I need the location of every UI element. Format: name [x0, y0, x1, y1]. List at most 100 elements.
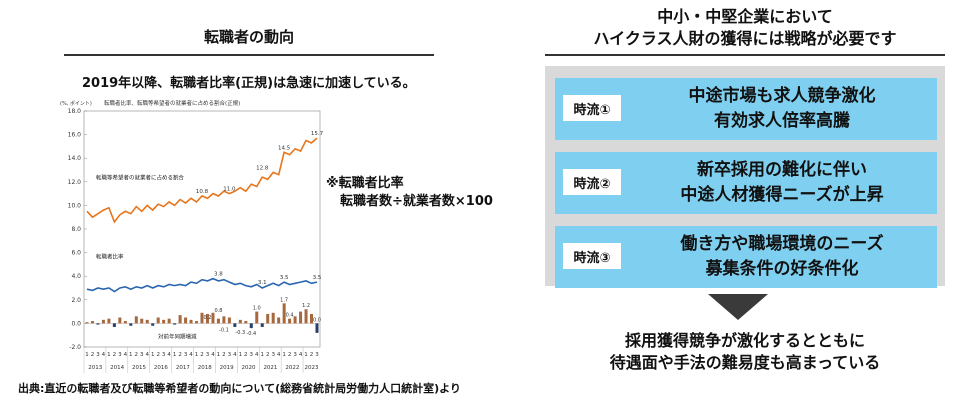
- year-label: 2020: [242, 365, 256, 371]
- change-bar: [173, 323, 177, 325]
- quarter-label: 2: [113, 352, 117, 358]
- change-bar: [244, 321, 248, 324]
- change-bar: [184, 317, 188, 324]
- quarter-label: 3: [162, 352, 166, 358]
- data-label: 15.7: [311, 131, 324, 137]
- quarter-label: 2: [288, 352, 292, 358]
- y-tick-label: 8.0: [71, 226, 81, 233]
- y-tick-label: -2.0: [69, 344, 81, 351]
- change-bar: [277, 317, 281, 324]
- data-label: 3.1: [258, 280, 267, 286]
- job-seeker-ratio-line: [86, 137, 318, 224]
- trend-1-line2: 有効求人倍率高騰: [714, 111, 850, 131]
- year-label: 2021: [263, 365, 277, 371]
- quarter-label: 4: [145, 352, 149, 358]
- change-bar: [255, 311, 259, 324]
- data-label: 11.0: [223, 187, 236, 193]
- year-label: 2018: [198, 365, 212, 371]
- change-bar: [266, 313, 270, 324]
- change-bar: [151, 323, 155, 326]
- turnover-chart: (%, ポイント) 転職者比率、転職等希望者の就業者に占める割合(正規)18.01…: [60, 99, 324, 373]
- ratio-note-title: ※転職者比率: [326, 176, 404, 191]
- change-bar: [107, 318, 111, 324]
- bar-data-label: -0.4: [246, 331, 256, 337]
- bar-data-label: 1.2: [302, 303, 310, 309]
- data-label: 10.8: [196, 189, 209, 195]
- trend-tag-1: 時流①: [563, 95, 621, 121]
- conclusion-text: 採用獲得競争が激化するとともに 待遇面や手法の難易度も高まっている: [545, 330, 945, 374]
- change-bar: [90, 321, 94, 324]
- change-bar: [200, 312, 204, 324]
- change-bar: [238, 319, 242, 324]
- chart-ylabel: (%, ポイント): [60, 100, 92, 107]
- year-label: 2023: [305, 365, 319, 371]
- quarter-label: 4: [277, 352, 281, 358]
- change-bar: [282, 303, 286, 324]
- quarter-label: 3: [315, 352, 319, 358]
- change-bar: [145, 319, 149, 324]
- change-bar: [189, 319, 193, 324]
- change-bar: [304, 309, 308, 324]
- quarter-label: 2: [178, 352, 182, 358]
- quarter-label: 4: [102, 352, 106, 358]
- bar-data-label: -0.1: [219, 328, 229, 334]
- quarter-label: 3: [228, 352, 232, 358]
- series-label-top: 転職等希望者の就業者に占める割合: [96, 173, 185, 181]
- conclusion-line2: 待遇面や手法の難易度も高まっている: [609, 353, 881, 372]
- year-label: 2014: [110, 365, 124, 371]
- left-title-divider: [64, 54, 434, 56]
- y-tick-label: 16.0: [68, 132, 82, 139]
- change-bar: [156, 317, 160, 324]
- change-bar: [288, 318, 292, 324]
- quarter-label: 1: [151, 352, 155, 358]
- change-bar: [123, 321, 127, 324]
- trend-tag-2: 時流②: [563, 169, 621, 195]
- bar-data-label: -0.3: [235, 330, 245, 336]
- change-bar: [260, 323, 264, 327]
- quarter-label: 1: [239, 352, 243, 358]
- y-tick-label: 12.0: [68, 179, 82, 186]
- quarter-label: 3: [96, 352, 100, 358]
- quarter-label: 4: [299, 352, 303, 358]
- change-bar: [162, 319, 166, 324]
- left-section-title: 転職者の動向: [203, 28, 294, 46]
- change-bar: [293, 316, 297, 324]
- quarter-label: 2: [266, 352, 270, 358]
- quarter-label: 2: [200, 352, 204, 358]
- y-tick-label: 18.0: [68, 108, 82, 115]
- year-label: 2015: [132, 365, 146, 371]
- data-label: 12.8: [256, 165, 269, 171]
- trend-2-line2: 中途人材獲得ニーズが上昇: [680, 185, 884, 205]
- y-tick-label: 2.0: [71, 297, 81, 304]
- data-label: 3.8: [214, 272, 223, 278]
- bar-data-label: 0.4: [286, 313, 294, 319]
- quarter-label: 1: [173, 352, 177, 358]
- quarter-label: 3: [250, 352, 254, 358]
- change-bar: [205, 313, 209, 324]
- trend-card-2: 時流② 新卒採用の難化に伴い 中途人材獲得ニーズが上昇: [555, 152, 937, 214]
- change-bar: [112, 323, 116, 327]
- year-label: 2019: [220, 365, 234, 371]
- bar-data-label: 1.0: [253, 306, 261, 312]
- change-bar: [216, 318, 220, 324]
- series-label-bars: 対前年同期増減: [158, 333, 197, 341]
- change-bar: [299, 311, 303, 324]
- quarter-label: 3: [140, 352, 144, 358]
- conclusion-line1: 採用獲得競争が激化するとともに: [624, 331, 865, 350]
- right-title-line1: 中小・中堅企業において: [657, 7, 833, 26]
- ratio-note-formula: 転職者数÷就業者数×100: [340, 194, 493, 209]
- trend-text-3: 働き方や職場環境のニーズ 募集条件の好条件化: [627, 232, 937, 282]
- trend-card-1: 時流① 中途市場も求人競争激化 有効求人倍率高騰: [555, 78, 937, 140]
- quarter-label: 1: [107, 352, 111, 358]
- trend-3-line2: 募集条件の好条件化: [705, 259, 859, 279]
- year-label: 2017: [176, 365, 190, 371]
- change-bar: [233, 323, 237, 327]
- quarter-label: 4: [233, 352, 237, 358]
- trend-text-1: 中途市場も求人競争激化 有効求人倍率高騰: [627, 84, 937, 134]
- y-tick-label: 4.0: [71, 273, 81, 280]
- change-bar: [140, 318, 144, 324]
- chart-title: 転職者比率、転職等希望者の就業者に占める割合(正規): [104, 99, 240, 107]
- quarter-label: 2: [244, 352, 248, 358]
- change-bar: [96, 323, 100, 325]
- change-bar: [315, 323, 319, 333]
